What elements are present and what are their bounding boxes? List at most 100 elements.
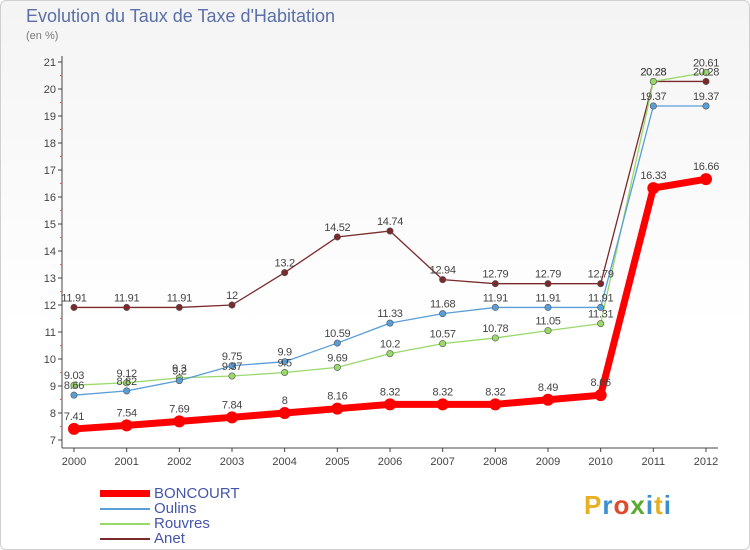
data-point [439,276,447,284]
data-label: 11.91 [114,292,139,304]
data-label: 8 [282,395,288,407]
logo-letter: i [645,490,655,520]
data-point [544,280,552,288]
data-point [436,398,449,411]
x-tick-label: 2001 [114,456,138,468]
data-point [333,233,341,241]
data-label: 16.33 [640,170,666,182]
data-point [386,227,394,235]
data-label: 8.32 [485,386,505,398]
x-tick-label: 2012 [694,456,718,468]
data-label: 8.66 [591,377,611,389]
proxiti-logo: Proxiti [584,490,672,521]
data-label: 19.37 [693,91,719,103]
data-label: 9.5 [277,358,292,370]
data-label: 9.69 [327,352,347,364]
data-point [544,303,552,311]
data-label: 16.66 [693,161,719,173]
legend: BONCOURT Oulins Rouvres Anet [100,485,240,547]
y-tick-label: 12 [44,300,56,312]
data-label: 8.82 [117,376,137,388]
data-label: 11.68 [430,299,455,311]
legend-label: BONCOURT [154,485,240,502]
data-point [700,173,712,186]
data-point [123,303,131,311]
y-tick-label: 9 [50,381,56,393]
data-label: 20.28 [693,66,719,78]
data-label: 9.12 [117,368,137,380]
data-label: 7.84 [222,399,242,411]
data-point [439,310,447,318]
data-point [226,411,238,424]
data-point [70,391,78,399]
data-label: 7.69 [169,403,189,415]
data-label: 9.3 [172,363,187,375]
data-point [491,303,499,311]
data-label: 8.66 [64,380,84,392]
legend-item-boncourt: BONCOURT [100,485,240,502]
data-label: 11.91 [167,292,192,304]
data-label: 8.16 [327,391,347,403]
data-point [228,301,236,309]
data-label: 10.78 [482,323,508,335]
chart-title: Evolution du Taux de Taxe d'Habitation [26,6,335,26]
data-label: 8.32 [433,386,453,398]
data-label: 9.9 [277,347,292,359]
y-tick-label: 14 [44,246,56,258]
data-label: 9.75 [222,351,242,363]
x-tick-label: 2008 [483,456,507,468]
data-point [649,102,657,110]
data-point [544,327,552,335]
legend-label: Anet [154,530,185,547]
x-tick-label: 2005 [325,456,349,468]
y-tick-label: 7 [50,435,56,447]
y-tick-label: 19 [44,111,56,123]
data-label: 8.32 [380,386,400,398]
data-label: 11.91 [483,292,508,304]
data-label: 12.94 [430,265,456,277]
data-point [491,280,499,288]
logo-letter: i [663,490,672,520]
data-label: 20.61 [693,58,719,70]
data-label: 12.79 [482,269,508,281]
data-point [597,303,605,311]
data-point [542,393,554,406]
y-tick-label: 17 [44,165,56,177]
logo-letter: r [602,490,614,520]
data-label: 12.79 [535,269,561,281]
data-point [123,387,131,395]
data-label: 13.2 [275,258,295,270]
legend-label: Oulins [154,500,197,517]
data-label: 9.03 [64,370,84,382]
legend-item-oulins: Oulins [100,500,240,517]
data-point [331,402,344,415]
data-point [68,422,80,435]
data-point [384,398,396,411]
y-tick-label: 10 [44,354,56,366]
data-point [386,350,394,358]
x-tick-label: 2002 [167,456,191,468]
data-point [597,280,605,288]
legend-swatch [100,522,150,525]
data-label: 14.52 [324,222,350,234]
legend-swatch [100,490,150,497]
data-label: 10.2 [380,339,400,351]
data-point [70,303,78,311]
legend-swatch [100,537,150,540]
data-label: 11.33 [377,308,402,320]
data-label: 7.41 [64,411,84,423]
logo-letter: o [613,490,631,520]
legend-swatch [100,507,150,510]
data-label: 9.37 [222,361,242,373]
logo-letter: t [654,490,664,520]
data-label: 10.57 [430,329,456,341]
data-label: 11.91 [588,292,613,304]
data-label: 12.79 [588,269,614,281]
y-tick-label: 11 [45,327,56,339]
data-label: 14.74 [377,216,403,228]
data-label: 11.91 [535,292,560,304]
data-point [439,340,447,348]
y-tick-label: 21 [44,57,56,69]
